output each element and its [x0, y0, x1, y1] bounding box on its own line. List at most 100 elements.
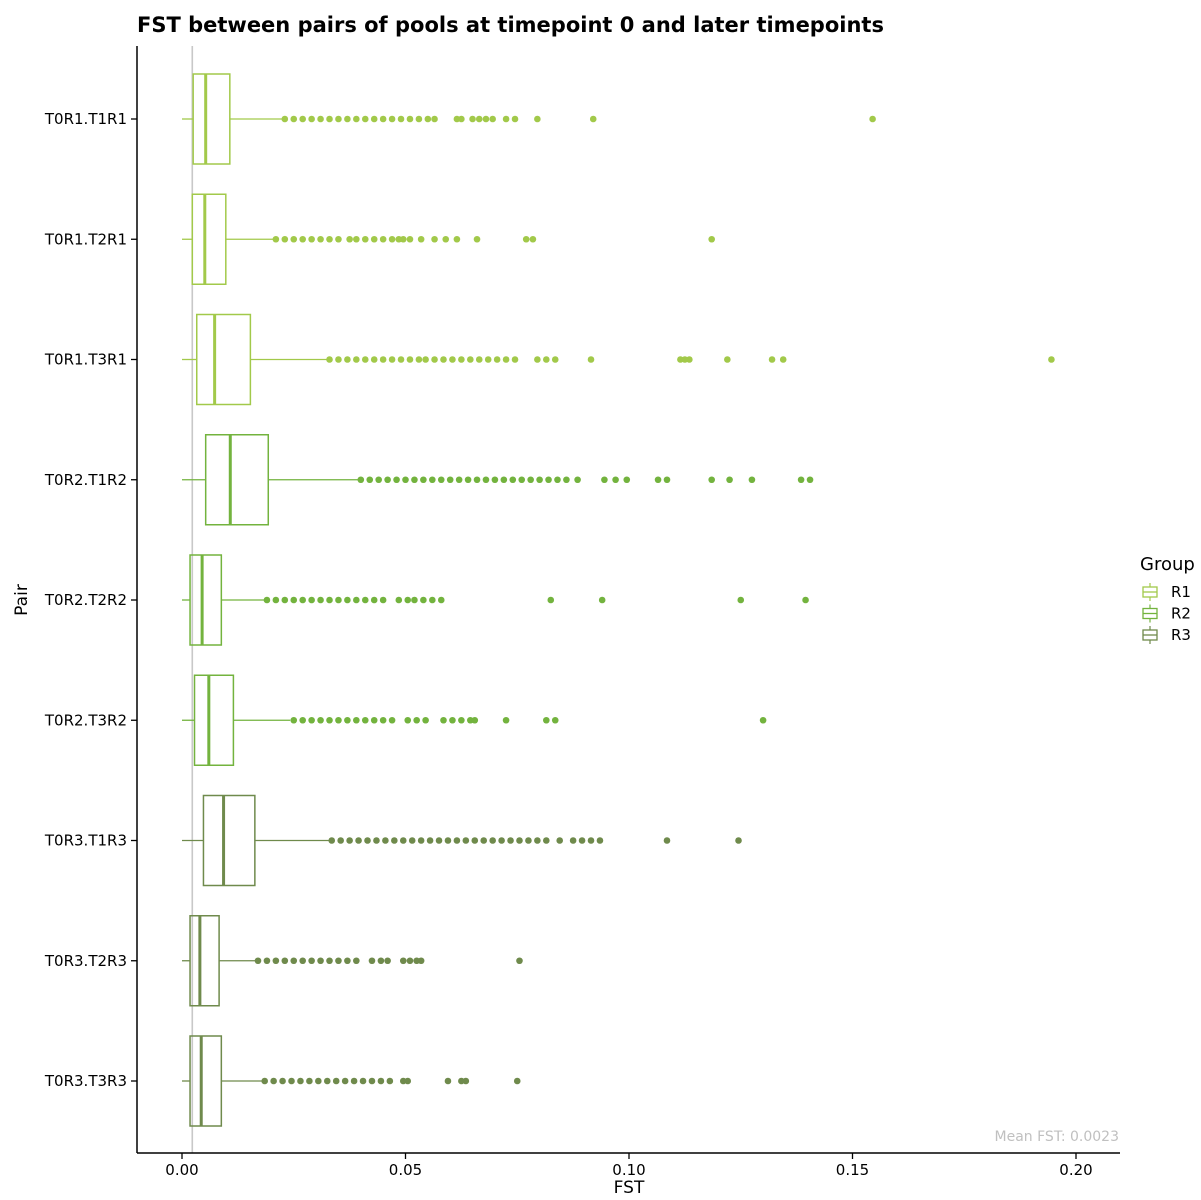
outlier-point — [471, 837, 479, 844]
box-T0R2.T2R2 — [182, 554, 809, 646]
outlier-point — [299, 716, 306, 724]
outlier-point — [422, 716, 429, 724]
outlier-point — [663, 476, 671, 484]
outlier-point — [388, 115, 396, 123]
box-iqr — [204, 434, 270, 526]
outlier-point — [359, 1077, 367, 1085]
outlier-point — [437, 596, 445, 604]
outlier-point — [663, 837, 671, 844]
outlier-point — [337, 837, 344, 844]
legend-label: R3 — [1171, 626, 1191, 644]
outlier-point — [344, 596, 351, 604]
outlier-point — [500, 476, 508, 484]
outlier-point — [297, 1077, 304, 1085]
outlier-point — [326, 957, 333, 965]
outlier-point — [724, 356, 731, 363]
box-T0R3.T2R3 — [182, 915, 523, 1007]
outlier-point — [726, 476, 733, 484]
outlier-point — [802, 596, 809, 604]
outlier-point — [440, 356, 447, 363]
outlier-point — [344, 957, 351, 965]
outlier-point — [377, 957, 385, 965]
box-iqr — [196, 313, 252, 406]
outlier-point — [406, 115, 414, 123]
outlier-point — [361, 115, 369, 123]
outlier-point — [346, 837, 353, 844]
outlier-point — [399, 957, 407, 965]
outlier-point — [578, 837, 586, 844]
outlier-point — [379, 235, 387, 243]
outlier-point — [290, 716, 298, 724]
outlier-point — [449, 356, 456, 363]
box-iqr — [189, 915, 220, 1007]
outlier-point — [335, 356, 342, 363]
outlier-point — [377, 1077, 385, 1085]
outlier-point — [516, 837, 523, 844]
chart-title: FST between pairs of pools at timepoint … — [137, 13, 884, 37]
outlier-point — [299, 235, 306, 243]
outlier-point — [458, 356, 465, 363]
outlier-point — [748, 476, 756, 484]
box-iqr — [189, 1035, 223, 1127]
outlier-point — [437, 476, 445, 484]
outlier-point — [462, 1077, 470, 1085]
outlier-point — [598, 596, 606, 604]
outlier-point — [413, 716, 420, 724]
outlier-point — [404, 1077, 412, 1085]
outlier-point — [415, 356, 423, 363]
outlier-point — [375, 476, 382, 484]
outlier-point — [272, 957, 280, 965]
outlier-point — [379, 115, 387, 123]
y-tick-label: T0R3.T1R3 — [44, 832, 127, 850]
outlier-point — [326, 115, 333, 123]
outlier-point — [612, 476, 619, 484]
outlier-point — [317, 957, 324, 965]
outlier-point — [308, 716, 315, 724]
outlier-point — [491, 476, 499, 484]
outlier-point — [379, 596, 387, 604]
outlier-point — [601, 476, 608, 484]
outlier-point — [458, 716, 465, 724]
outlier-point — [471, 716, 479, 724]
outlier-point — [353, 716, 360, 724]
outlier-point — [395, 596, 403, 604]
outlier-point — [623, 476, 631, 484]
outlier-point — [511, 356, 519, 363]
outlier-point — [797, 476, 805, 484]
outlier-point — [281, 235, 289, 243]
outlier-point — [326, 716, 333, 724]
outlier-point — [473, 476, 481, 484]
outlier-point — [534, 837, 541, 844]
outlier-point — [408, 837, 416, 844]
outlier-point — [449, 716, 456, 724]
outlier-point — [317, 115, 324, 123]
outlier-point — [806, 476, 814, 484]
legend-item-R1: R1 — [1142, 583, 1191, 601]
box-iqr — [191, 193, 227, 285]
outlier-point — [563, 476, 570, 484]
outlier-point — [254, 957, 262, 965]
legend-item-R3: R3 — [1142, 626, 1191, 644]
outlier-point — [543, 356, 550, 363]
outlier-point — [462, 837, 470, 844]
outlier-point — [299, 115, 306, 123]
outlier-point — [431, 115, 438, 123]
x-tick-label: 0.00 — [165, 1161, 198, 1179]
box-T0R3.T1R3 — [182, 794, 742, 887]
outlier-point — [361, 356, 369, 363]
outlier-point — [735, 837, 742, 844]
box-iqr — [192, 73, 231, 165]
outlier-point — [411, 476, 418, 484]
outlier-point — [453, 235, 461, 243]
plot-area — [182, 46, 1055, 1153]
outlier-point — [417, 957, 425, 965]
outlier-point — [335, 115, 342, 123]
outlier-point — [346, 235, 353, 243]
outlier-point — [290, 596, 298, 604]
outlier-point — [507, 837, 514, 844]
outlier-point — [429, 596, 436, 604]
outlier-point — [424, 115, 432, 123]
outlier-point — [547, 596, 555, 604]
y-tick-label: T0R2.T3R2 — [44, 711, 127, 729]
